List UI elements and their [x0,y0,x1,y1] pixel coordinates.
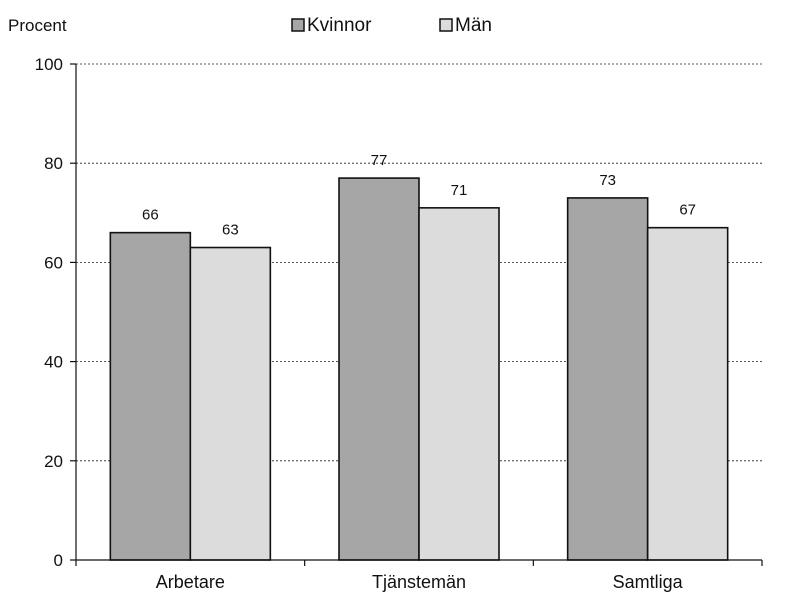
y-tick-label: 20 [44,452,63,471]
x-axis: Arbetare Tjänstemän Samtliga [75,559,763,592]
data-labels: 66 63 77 71 73 67 [142,152,696,238]
data-label: 66 [142,207,159,224]
legend-swatch-man [439,18,453,32]
bar-kvinnor [566,197,649,561]
y-axis-label: Procent [8,16,67,35]
data-label: 67 [679,202,696,219]
y-tick-label: 80 [44,154,63,173]
data-label: 63 [222,222,239,239]
data-label: 71 [451,182,468,199]
y-axis-ticks: 0 20 40 60 80 100 [35,55,77,570]
legend-swatch-kvinnor [291,18,305,32]
bar-män [646,226,729,561]
x-tick-label: Tjänstemän [372,572,466,592]
data-label: 73 [599,172,616,189]
y-tick-label: 0 [54,551,63,570]
data-label: 77 [371,152,388,169]
bar-män [189,246,272,561]
legend-label-kvinnor: Kvinnor [307,15,372,36]
bar-kvinnor [338,177,420,561]
legend-label-man: Män [455,15,492,36]
legend: Kvinnor Män [291,15,492,36]
x-tick-label: Samtliga [613,572,684,592]
y-tick-label: 40 [44,353,63,372]
y-tick-label: 100 [35,55,63,74]
bar-män [418,207,500,561]
x-tick-label: Arbetare [156,572,225,592]
bar-kvinnor [109,231,192,561]
bars [109,177,729,561]
y-tick-label: 60 [44,253,63,272]
